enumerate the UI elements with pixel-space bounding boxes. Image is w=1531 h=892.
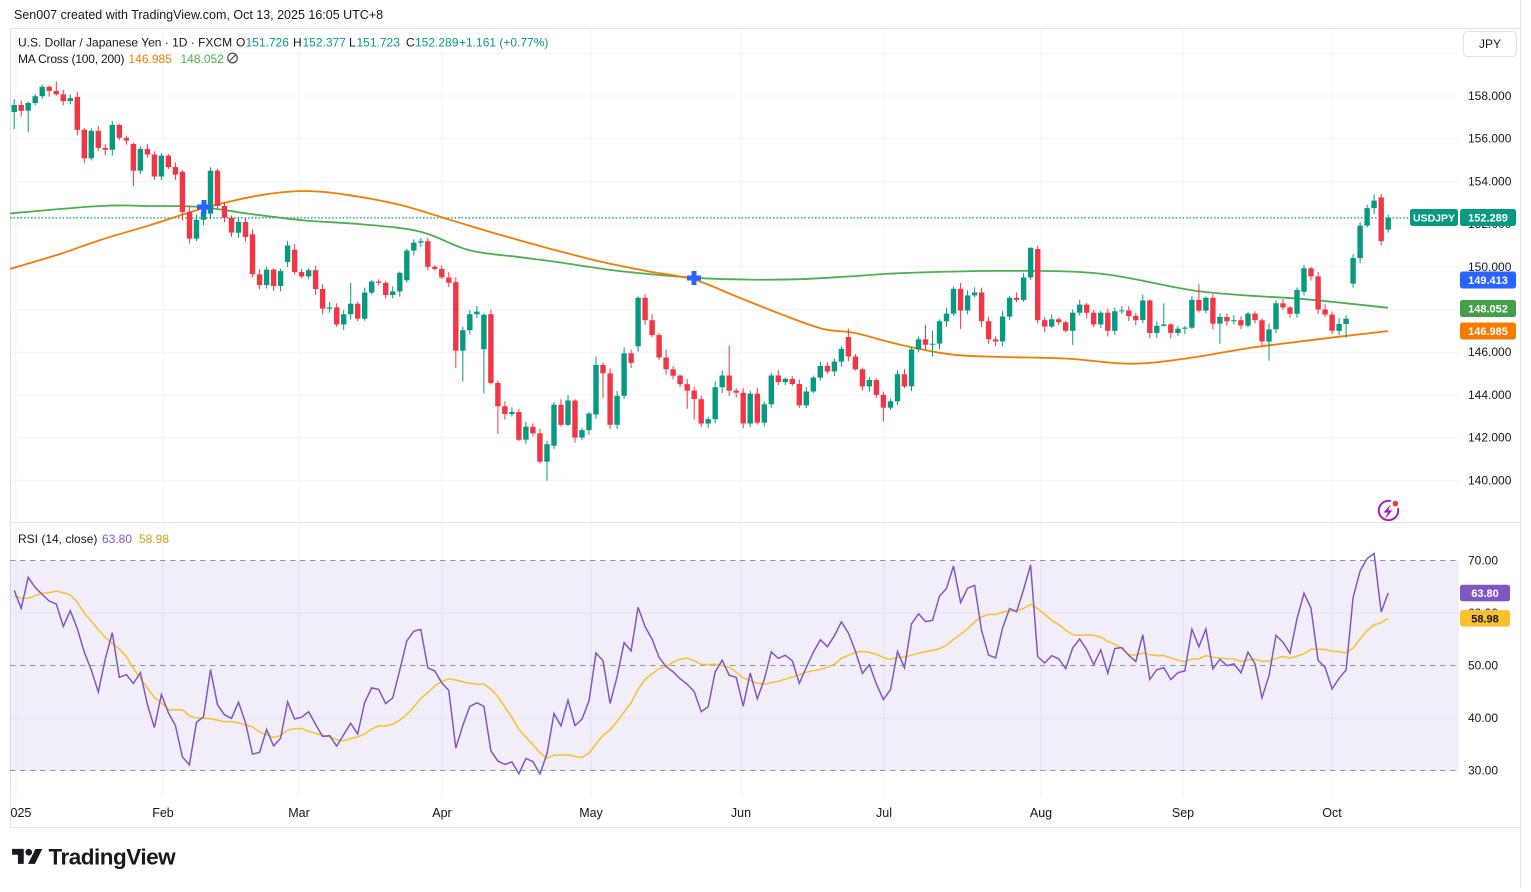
svg-text:Feb: Feb [152, 806, 174, 820]
svg-text:158.000: 158.000 [1468, 89, 1512, 103]
svg-text:C: C [406, 36, 415, 50]
svg-text:RSI (14, close): RSI (14, close) [18, 532, 97, 546]
svg-text:40.00: 40.00 [1468, 711, 1498, 725]
svg-text:142.000: 142.000 [1468, 431, 1512, 445]
svg-text:Jun: Jun [731, 806, 751, 820]
svg-text:58.98: 58.98 [1471, 613, 1499, 625]
svg-text:146.985: 146.985 [129, 52, 173, 66]
svg-text:146.985: 146.985 [1468, 326, 1508, 338]
svg-text:151.723: 151.723 [357, 36, 401, 50]
svg-text:58.98: 58.98 [139, 532, 169, 546]
svg-text:152.289: 152.289 [415, 36, 459, 50]
svg-text:152.289: 152.289 [1468, 213, 1508, 225]
svg-text:148.052: 148.052 [181, 52, 225, 66]
svg-text:Oct: Oct [1322, 806, 1342, 820]
svg-text:USDJPY: USDJPY [1413, 213, 1455, 225]
svg-text:30.00: 30.00 [1468, 764, 1498, 778]
svg-text:144.000: 144.000 [1468, 388, 1512, 402]
svg-text:149.413: 149.413 [1468, 275, 1508, 287]
svg-text:+1.161 (+0.77%): +1.161 (+0.77%) [459, 36, 548, 50]
svg-text:H: H [293, 36, 302, 50]
svg-text:140.000: 140.000 [1468, 473, 1512, 487]
svg-text:154.000: 154.000 [1468, 174, 1512, 188]
svg-text:63.80: 63.80 [1471, 588, 1499, 600]
svg-text:JPY: JPY [1479, 37, 1501, 51]
svg-text:Sep: Sep [1172, 806, 1194, 820]
svg-text:151.726: 151.726 [246, 36, 290, 50]
svg-text:146.000: 146.000 [1468, 345, 1512, 359]
svg-text:May: May [579, 806, 603, 820]
svg-text:50.00: 50.00 [1468, 659, 1498, 673]
svg-text:O: O [236, 36, 245, 50]
svg-text:70.00: 70.00 [1468, 554, 1498, 568]
svg-text:L: L [349, 36, 356, 50]
svg-text:Jul: Jul [876, 806, 892, 820]
svg-text:TradingView: TradingView [49, 845, 177, 870]
svg-text:Mar: Mar [288, 806, 310, 820]
svg-text:150.000: 150.000 [1468, 260, 1512, 274]
svg-text:U.S. Dollar / Japanese Yen · 1: U.S. Dollar / Japanese Yen · 1D · FXCM [18, 36, 232, 50]
svg-text:156.000: 156.000 [1468, 132, 1512, 146]
svg-text:Sen007 created with TradingVie: Sen007 created with TradingView.com, Oct… [14, 8, 383, 22]
svg-text:63.80: 63.80 [102, 532, 132, 546]
svg-text:025: 025 [11, 806, 32, 820]
svg-text:Apr: Apr [432, 806, 451, 820]
svg-text:MA Cross (100, 200): MA Cross (100, 200) [18, 52, 124, 66]
svg-text:Aug: Aug [1030, 806, 1052, 820]
svg-text:152.377: 152.377 [303, 36, 347, 50]
svg-text:148.052: 148.052 [1468, 304, 1508, 316]
